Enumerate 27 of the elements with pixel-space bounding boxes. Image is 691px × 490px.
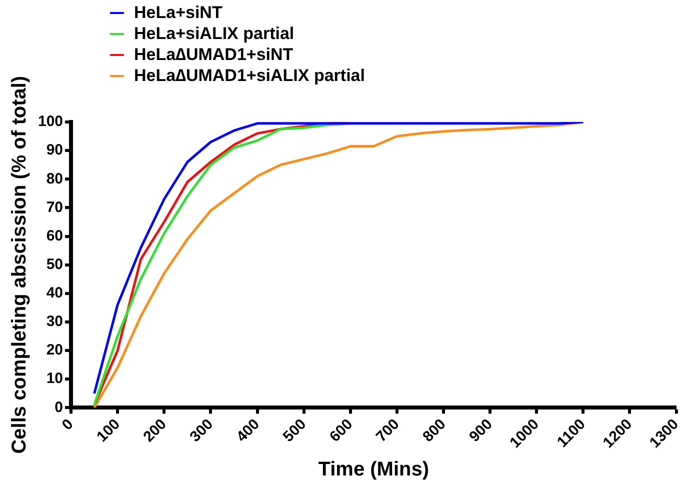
x-tick-label: 0 xyxy=(58,416,77,434)
y-tick-label: 70 xyxy=(46,198,64,216)
y-tick-label: 30 xyxy=(46,313,64,330)
x-tick-label: 600 xyxy=(326,416,356,446)
y-tick-label: 100 xyxy=(38,113,64,130)
y-tick-label: 0 xyxy=(54,398,64,416)
y-tick-label: 80 xyxy=(46,170,64,188)
y-tick-label: 60 xyxy=(46,227,64,244)
x-tick-label: 400 xyxy=(233,416,264,446)
y-tick-label: 50 xyxy=(46,256,64,273)
legend-label: HeLa+siALIX partial xyxy=(134,23,294,44)
legend-label: HeLa∆UMAD1+siNT xyxy=(134,44,294,65)
x-tick-label: 500 xyxy=(280,416,310,446)
x-axis-title: Time (Mins) xyxy=(318,458,430,481)
x-tick-label: 200 xyxy=(140,416,170,446)
x-tick-label: 300 xyxy=(186,416,216,446)
y-tick-label: 20 xyxy=(46,342,64,359)
x-tick-label: 100 xyxy=(94,416,124,446)
y-tick-label: 90 xyxy=(46,142,64,159)
y-tick-label: 40 xyxy=(46,284,64,302)
legend-label: HeLa∆UMAD1+siALIX partial xyxy=(134,65,365,86)
x-tick-label: 700 xyxy=(372,416,403,446)
legend-label: HeLa+siNT xyxy=(134,2,222,23)
y-axis-title: Cells completing abscission (% of total) xyxy=(8,76,31,454)
x-tick-label: 800 xyxy=(420,416,450,446)
x-tick-label: 900 xyxy=(466,416,496,446)
y-tick-label: 10 xyxy=(46,370,64,388)
